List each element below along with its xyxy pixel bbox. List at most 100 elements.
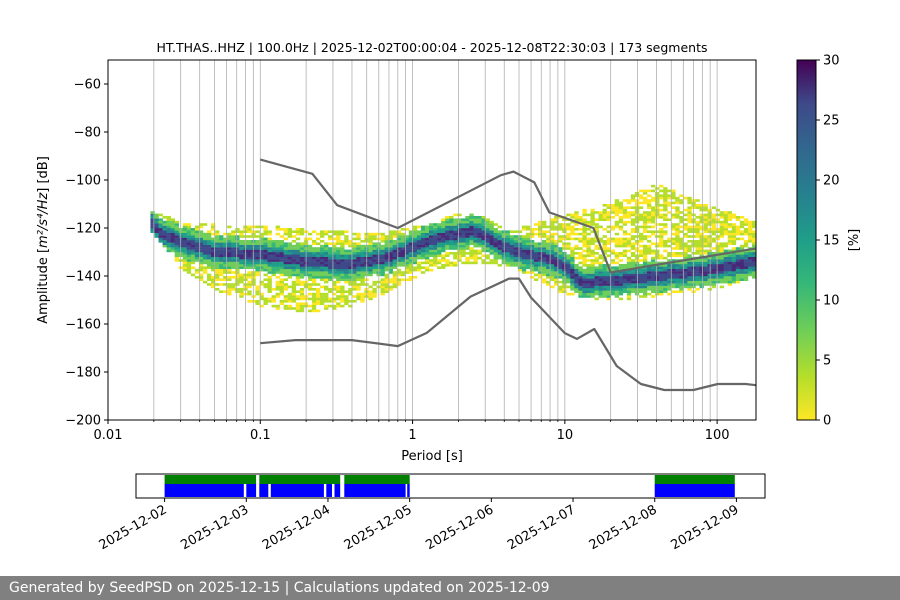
density-cell (433, 259, 438, 262)
density-cell (182, 268, 188, 272)
density-cell (546, 225, 551, 229)
density-cell (299, 252, 305, 255)
density-cell (550, 285, 555, 289)
density-cell (356, 292, 361, 296)
density-cell (562, 280, 567, 284)
density-cell (731, 232, 737, 236)
density-cell (630, 242, 636, 245)
density-cell (190, 266, 196, 269)
density-cell (533, 273, 539, 277)
density-cell (578, 276, 583, 279)
density-cell (602, 228, 607, 231)
density-cell (324, 288, 329, 291)
density-cell (481, 259, 486, 262)
density-cell (388, 278, 393, 281)
density-cell (255, 247, 260, 250)
density-cell (618, 204, 624, 207)
density-cell (497, 232, 502, 236)
density-cell (424, 244, 430, 248)
density-cell (433, 232, 438, 236)
density-cell (594, 273, 599, 277)
density-cell (336, 278, 341, 281)
density-cell (429, 225, 434, 229)
y-tick-label: −160 (65, 318, 101, 333)
density-cell (558, 254, 563, 257)
density-cell (275, 295, 280, 298)
density-cell (271, 266, 276, 269)
density-cell (663, 208, 668, 212)
density-cell (396, 273, 402, 277)
density-cell (202, 252, 208, 255)
density-cell (731, 225, 737, 229)
density-cell (570, 268, 575, 272)
density-cell (647, 201, 652, 205)
density-cell (311, 302, 317, 305)
density-cell (449, 261, 454, 265)
density-cell (473, 259, 478, 262)
density-cell (287, 228, 293, 231)
density-cell (275, 249, 280, 253)
density-cell (711, 285, 716, 289)
psd-plot-area: 0.01 0.1 1 10 100 −60−80−100−120−140−160−180… (65, 59, 757, 443)
density-cell (283, 297, 289, 301)
density-cell (227, 285, 232, 289)
density-cell (659, 268, 664, 272)
density-cell (711, 259, 716, 262)
density-cell (622, 223, 628, 226)
density-cell (202, 261, 208, 265)
density-cell (602, 288, 607, 291)
density-cell (679, 261, 684, 265)
density-cell (630, 280, 636, 284)
density-cell (247, 273, 252, 277)
density-cell (320, 297, 325, 301)
density-cell (622, 285, 628, 289)
density-cell (453, 254, 458, 257)
density-cell (461, 247, 466, 250)
density-cell (287, 264, 293, 267)
density-cell (546, 259, 551, 262)
density-cell (368, 268, 373, 272)
density-cell (671, 247, 676, 250)
density-cell (659, 278, 664, 281)
density-cell (578, 268, 583, 272)
density-cell (158, 228, 163, 231)
density-cell (324, 271, 329, 274)
density-cell (513, 249, 519, 253)
density-cell (348, 259, 353, 262)
density-cell (154, 220, 159, 224)
colorbar-tick-label: 15 (823, 234, 840, 249)
density-cell (291, 297, 297, 301)
density-cell (634, 211, 640, 214)
density-cell (445, 235, 450, 238)
density-cell (408, 271, 414, 274)
density-cell (550, 254, 555, 257)
density-cell (279, 244, 284, 248)
density-cell (550, 220, 555, 224)
density-cell (433, 249, 438, 253)
density-cell (505, 237, 511, 241)
density-cell (198, 240, 204, 243)
density-cell (368, 235, 373, 238)
density-cell (348, 256, 353, 260)
density-cell (578, 261, 583, 265)
density-cell (352, 273, 357, 277)
density-cell (542, 273, 547, 277)
density-cell (198, 261, 204, 265)
density-cell (675, 285, 680, 289)
density-cell (562, 278, 567, 281)
density-cell (457, 228, 462, 231)
density-cell (554, 216, 559, 219)
density-cell (493, 237, 498, 241)
density-cell (642, 271, 648, 274)
density-cell (590, 261, 595, 265)
density-cell (574, 271, 579, 274)
density-cell (546, 280, 551, 284)
density-cell (638, 285, 644, 289)
density-cell (453, 247, 458, 250)
density-cell (453, 235, 458, 238)
density-cell (630, 223, 636, 226)
density-cell (731, 273, 737, 277)
density-cell (198, 278, 204, 281)
density-cell (493, 259, 498, 262)
density-cell (291, 290, 297, 293)
